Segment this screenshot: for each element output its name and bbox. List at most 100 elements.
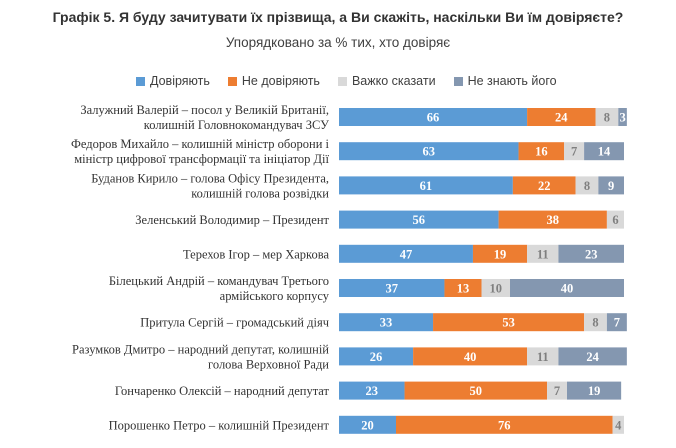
data-label: 14 — [598, 145, 611, 159]
legend-swatch-trust — [136, 76, 145, 86]
data-label: 24 — [555, 111, 568, 125]
category-label: голова Верховної Ради — [208, 357, 329, 371]
data-label: 19 — [494, 247, 507, 261]
legend-label-trust: Довіряють — [150, 74, 210, 88]
bar-segment — [481, 279, 510, 297]
data-label: 6 — [612, 213, 618, 227]
bar-segment — [606, 210, 624, 229]
bar-segment — [547, 381, 567, 400]
data-label: 8 — [592, 316, 598, 330]
category-label: колишній голова розвідки — [191, 186, 329, 200]
chart-subtitle: Упорядковано за % тих, хто довіряє — [225, 35, 451, 50]
bar-segment — [584, 142, 624, 161]
category-label: Терехов Ігор – мер Харкова — [183, 247, 329, 261]
data-label: 24 — [586, 350, 599, 364]
bar-segment — [339, 142, 519, 161]
category-label: Порошенко Петро – колишній Президент — [109, 418, 330, 432]
bar-segment — [339, 415, 396, 434]
bar-segment — [584, 313, 607, 332]
chart-title: Графік 5. Я буду зачитувати їх прізвища,… — [52, 9, 624, 25]
data-label: 8 — [584, 179, 590, 193]
data-label: 20 — [361, 418, 374, 432]
bar-segment — [339, 313, 434, 332]
data-label: 7 — [554, 384, 560, 398]
data-label: 40 — [561, 282, 574, 296]
bar-segment — [339, 210, 499, 229]
bar-segment — [575, 176, 599, 195]
category-label: Залужний Валерій – посол у Великій Брита… — [80, 103, 329, 117]
bar-segment — [512, 176, 576, 195]
bar-segment — [606, 313, 627, 332]
bar-segment — [339, 108, 528, 126]
bar-segment — [396, 415, 613, 434]
legend-item-hard-to-say: Важко сказати — [337, 74, 436, 88]
bar-segment — [339, 244, 473, 263]
bar-segment — [518, 142, 565, 161]
data-label: 9 — [608, 179, 614, 193]
category-label: Притула Сергій – громадський діяч — [140, 316, 329, 330]
bar-segment — [510, 279, 624, 297]
data-label: 10 — [490, 282, 503, 296]
data-label: 7 — [571, 145, 577, 159]
data-label: 33 — [380, 316, 393, 330]
legend-item-dont-know: Не знають його — [453, 74, 557, 88]
data-label: 26 — [370, 350, 383, 364]
bar-segment — [413, 347, 528, 366]
data-label: 47 — [400, 247, 413, 261]
bar-segment — [498, 210, 607, 229]
category-label: Білецький Андрій – командувач Третього — [109, 274, 329, 288]
data-label: 40 — [464, 350, 477, 364]
bar-segment — [339, 279, 445, 297]
data-label: 19 — [588, 384, 601, 398]
category-label: міністр цифрової трансформації та ініціа… — [74, 152, 329, 166]
data-label: 23 — [366, 384, 379, 398]
legend-swatch-dont-know — [453, 76, 463, 86]
bar-segment — [618, 108, 627, 126]
legend-label-hard-to-say: Важко сказати — [351, 74, 436, 88]
legend-swatch-distrust — [227, 76, 237, 86]
data-label: 16 — [535, 145, 548, 159]
legend-item-trust: Довіряють — [136, 74, 210, 88]
category-label: колишній Головнокомандувач ЗСУ — [144, 118, 329, 132]
data-label: 22 — [538, 179, 551, 193]
data-label: 63 — [423, 145, 436, 159]
category-label: армійського корпусу — [220, 289, 330, 303]
bar-segment — [339, 176, 513, 195]
legend-item-distrust: Не довіряють — [227, 74, 320, 88]
bar-segment — [558, 347, 627, 366]
legend: Довіряють Не довіряють Важко сказати Не … — [136, 73, 575, 89]
data-label: 4 — [615, 418, 622, 432]
bar-segment — [564, 142, 585, 161]
data-label: 11 — [537, 247, 549, 261]
data-label: 37 — [385, 282, 398, 296]
category-label: Гончаренко Олексій – народний депутат — [115, 384, 330, 398]
legend-swatch-hard-to-say — [337, 76, 347, 86]
bar-segment — [612, 415, 624, 434]
legend-label-dont-know: Не знають його — [467, 74, 557, 88]
data-label: 53 — [502, 316, 515, 330]
data-label: 3 — [619, 111, 625, 125]
data-label: 50 — [470, 384, 483, 398]
data-label: 7 — [614, 316, 620, 330]
bar-segment — [444, 279, 482, 297]
category-label: Разумков Дмитро – народний депутат, коли… — [72, 342, 329, 356]
data-label: 13 — [457, 282, 470, 296]
category-label: Зеленський Володимир – Президент — [135, 213, 329, 227]
bar-segment — [595, 108, 619, 126]
data-label: 61 — [420, 179, 433, 193]
data-label: 66 — [427, 111, 440, 125]
data-label: 76 — [498, 418, 511, 432]
bar-segment — [567, 381, 622, 400]
bar-segment — [339, 347, 414, 366]
bar-segment — [404, 381, 548, 400]
bar-segment — [472, 244, 528, 263]
bar-segment — [527, 108, 596, 126]
bar-segment — [527, 347, 559, 366]
bar-segment — [527, 244, 559, 263]
bar-segment — [433, 313, 585, 332]
legend-label-distrust: Не довіряють — [241, 74, 320, 88]
data-label: 23 — [585, 247, 598, 261]
data-label: 38 — [547, 213, 560, 227]
data-label: 11 — [537, 350, 549, 364]
